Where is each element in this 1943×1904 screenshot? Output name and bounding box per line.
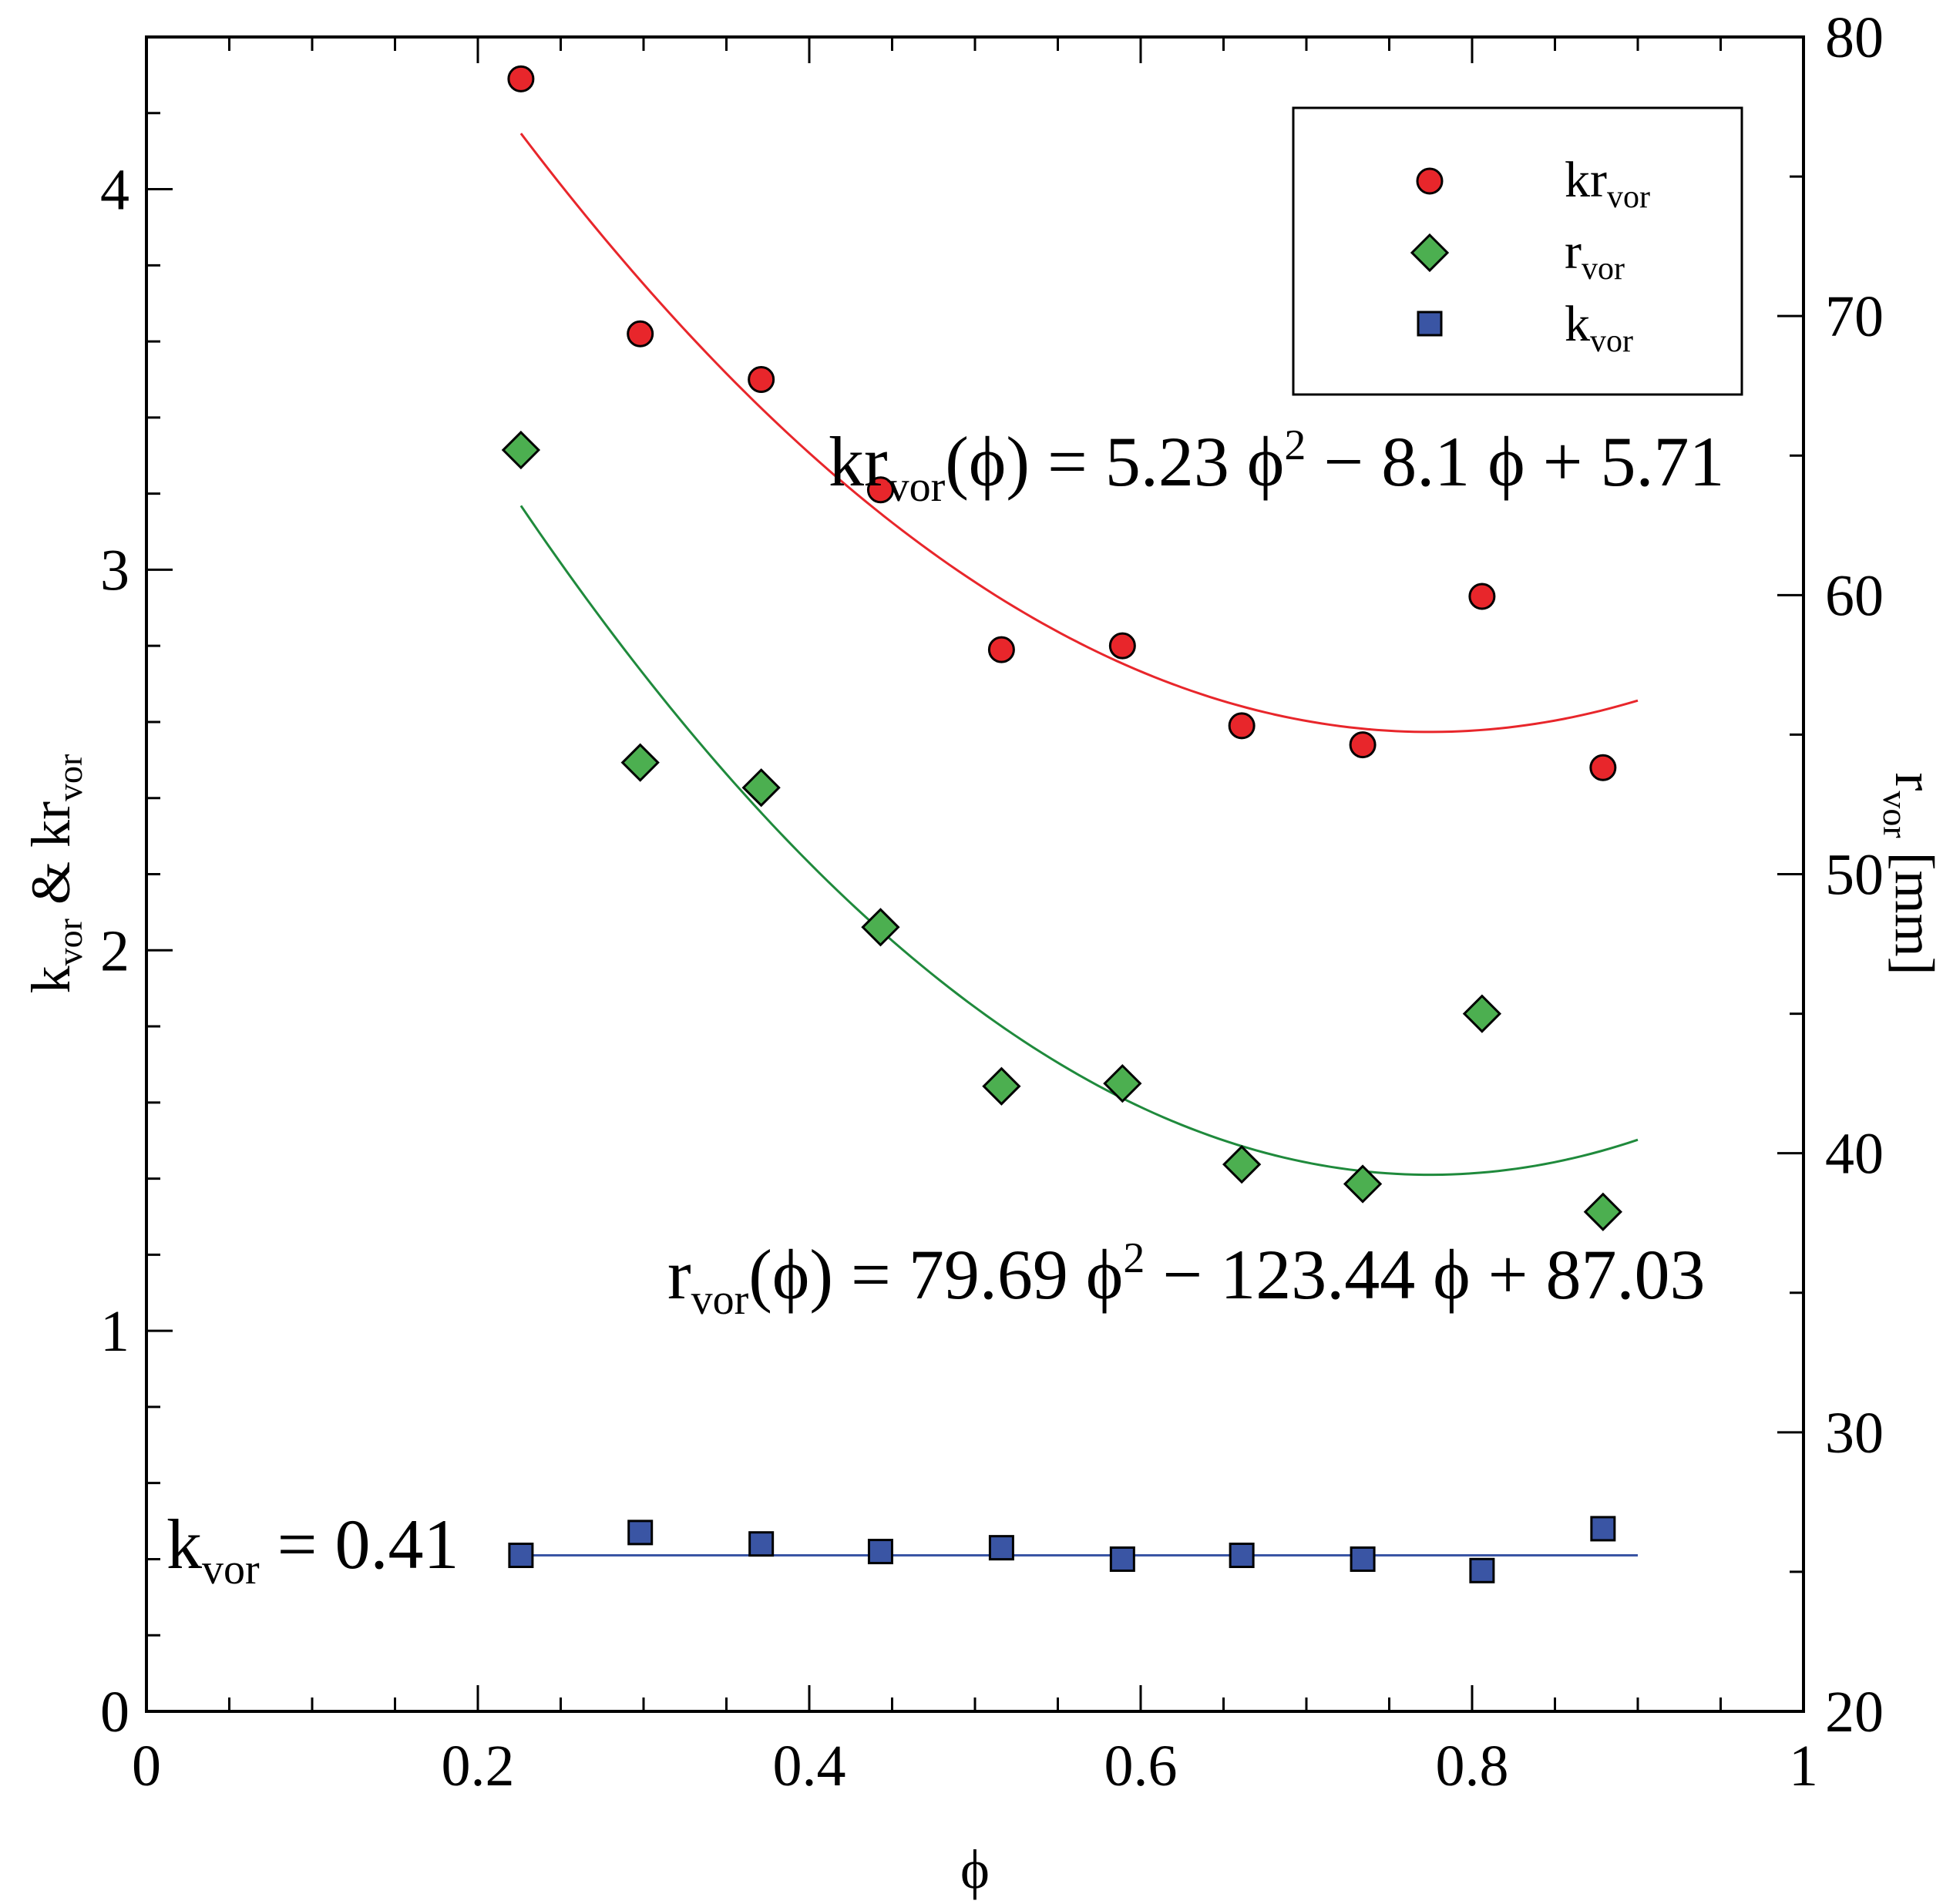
x-tick-label: 0.2: [442, 1734, 515, 1798]
data-markers: [501, 65, 1622, 1583]
x-tick-label: 0.8: [1436, 1734, 1509, 1798]
y-right-tick-label: 60: [1825, 563, 1884, 628]
y-left-tick-labels: 0 1 2 3 4: [100, 158, 129, 1744]
y-right-tick-label: 20: [1825, 1680, 1884, 1744]
legend-label-r-vor: rvor: [1565, 223, 1625, 287]
data-point-kr-vor: [1108, 632, 1136, 660]
legend-marker-k-vor: [1417, 311, 1443, 337]
legend-label-k-vor: kvor: [1565, 296, 1633, 359]
x-tick-label: 0.6: [1104, 1734, 1178, 1798]
x-tick-label: 0.4: [773, 1734, 846, 1798]
data-point-r-vor: [501, 430, 541, 470]
data-point-kr-vor: [866, 476, 894, 504]
x-tick-label: 1: [1789, 1734, 1818, 1798]
plot-frame: [145, 35, 1805, 1713]
y-right-tick-label: 80: [1825, 5, 1884, 70]
data-point-r-vor: [1583, 1192, 1622, 1231]
legend-box: [1292, 106, 1743, 396]
data-point-r-vor: [1343, 1164, 1383, 1204]
legend-marker-kr-vor: [1416, 167, 1444, 195]
x-tick-label: 0: [132, 1734, 161, 1798]
fit-lines: [519, 133, 1639, 1557]
data-point-k-vor: [1350, 1546, 1376, 1572]
y-left-tick-label: 3: [100, 538, 129, 603]
y-left-tick-label: 2: [100, 918, 129, 983]
y-right-tick-label: 40: [1825, 1122, 1884, 1187]
data-point-r-vor: [982, 1066, 1021, 1106]
kr-vor-equation: krvor(ϕ) = 5.23 ϕ2 − 8.1 ϕ + 5.71: [829, 421, 1725, 511]
data-point-r-vor: [1103, 1064, 1142, 1103]
data-point-kr-vor: [1468, 583, 1496, 610]
y-left-tick-label: 0: [100, 1680, 129, 1744]
x-tick-labels: 0 0.2 0.4 0.6 0.8 1: [132, 1734, 1818, 1798]
data-point-kr-vor: [507, 65, 535, 92]
data-point-k-vor: [988, 1535, 1014, 1561]
y-right-tick-labels: 20 30 40 50 60 70 80: [1825, 5, 1884, 1744]
data-point-r-vor: [1462, 994, 1502, 1033]
tick-layer: [145, 35, 1805, 1713]
data-point-k-vor: [748, 1531, 775, 1557]
y-right-tick-label: 30: [1825, 1401, 1884, 1466]
data-point-k-vor: [1109, 1546, 1135, 1572]
data-point-kr-vor: [1228, 712, 1256, 740]
y-left-tick-label: 4: [100, 158, 129, 223]
fit-line-kr-vor: [519, 133, 1639, 734]
data-point-k-vor: [867, 1539, 893, 1565]
data-point-r-vor: [861, 908, 900, 947]
data-point-kr-vor: [627, 320, 654, 348]
legend-label-kr-vor: krvor: [1565, 152, 1650, 215]
y-right-axis-label: rvor [mm]: [1876, 772, 1943, 975]
y-right-tick-label: 50: [1825, 843, 1884, 908]
data-point-kr-vor: [1349, 731, 1377, 759]
data-point-k-vor: [627, 1520, 654, 1546]
data-point-k-vor: [1469, 1557, 1495, 1583]
x-axis-label: ϕ: [960, 1839, 990, 1900]
y-left-tick-label: 1: [100, 1299, 129, 1364]
y-left-axis-label: kvor & krvor: [20, 754, 89, 994]
data-point-k-vor: [508, 1543, 534, 1569]
data-point-k-vor: [1590, 1516, 1616, 1542]
y-right-tick-label: 70: [1825, 284, 1884, 349]
data-point-r-vor: [1222, 1145, 1262, 1184]
data-point-kr-vor: [987, 636, 1015, 663]
legend: krvor rvor kvor: [1292, 106, 1743, 396]
fit-line-r-vor: [519, 505, 1639, 1177]
data-point-r-vor: [741, 768, 781, 808]
k-vor-equation: kvor = 0.41: [166, 1505, 459, 1593]
legend-marker-r-vor: [1410, 233, 1450, 273]
data-point-kr-vor: [748, 365, 775, 393]
data-point-r-vor: [620, 743, 660, 782]
data-point-k-vor: [1229, 1543, 1255, 1569]
r-vor-equation: rvor(ϕ) = 79.69 ϕ2 − 123.44 ϕ + 87.03: [667, 1234, 1706, 1324]
data-point-kr-vor: [1589, 754, 1617, 781]
